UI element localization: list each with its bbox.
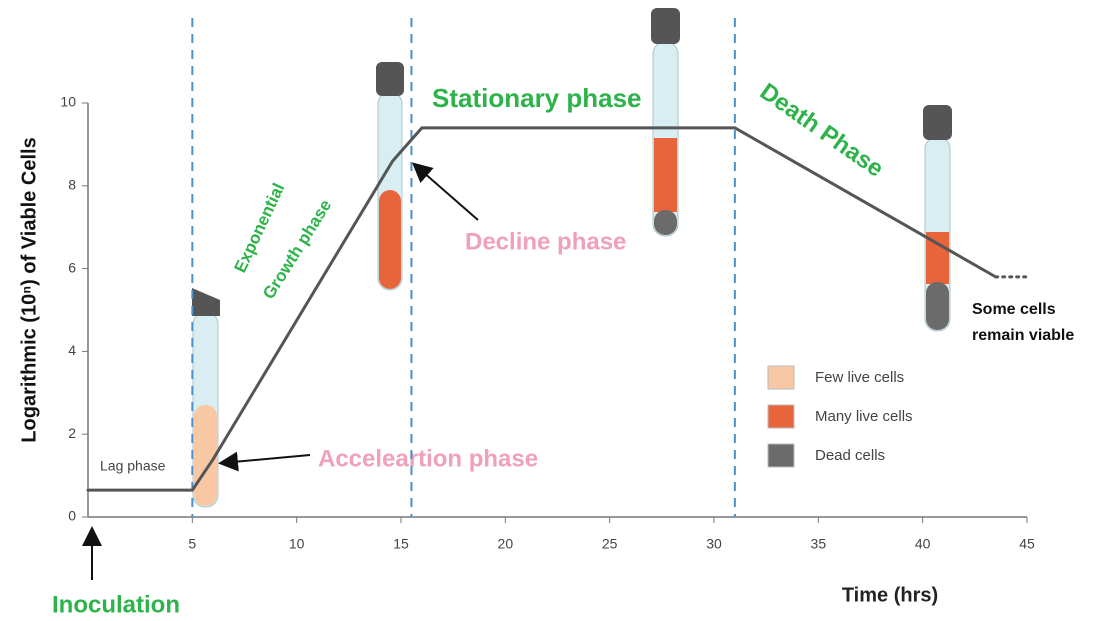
x-tick-label: 45 (1019, 536, 1035, 552)
growth-curve (88, 128, 996, 490)
y-tick-label: 8 (68, 177, 76, 193)
note: remain viable (972, 327, 1074, 344)
legend: Few live cells Many live cells Dead cells (768, 366, 913, 467)
x-tick-label: 30 (706, 536, 722, 552)
x-tick-label: 20 (498, 536, 514, 552)
legend-label: Many live cells (815, 408, 913, 425)
y-tick-label: 2 (68, 425, 76, 441)
legend-swatch (768, 405, 794, 428)
y-tick-label: 4 (68, 342, 76, 358)
legend-label: Few live cells (815, 369, 904, 386)
test-tube (376, 62, 404, 290)
lag-label: Lag phase (100, 458, 166, 474)
legend-label: Dead cells (815, 447, 885, 464)
chart: Logarithmic (10ⁿ) of Viable Cells Time (… (0, 0, 1112, 621)
arrow (222, 455, 310, 463)
x-tick-label: 35 (811, 536, 827, 552)
legend-swatch (768, 444, 794, 467)
x-tick-label: 25 (602, 536, 618, 552)
note: Some cells (972, 301, 1056, 318)
x-axis-title: Time (hrs) (842, 584, 938, 606)
inoculation-label: Inoculation (52, 591, 180, 618)
arrow (415, 165, 478, 220)
test-tube (923, 105, 952, 331)
y-tick-label: 6 (68, 259, 76, 275)
phase-label: Death Phase (755, 78, 888, 183)
phase-label: Decline phase (465, 228, 626, 255)
x-tick-label: 5 (188, 536, 196, 552)
test-tube (192, 288, 220, 507)
phase-label: Acceleartion phase (318, 445, 538, 472)
test-tube (651, 8, 680, 236)
x-tick-label: 15 (393, 536, 409, 552)
legend-swatch (768, 366, 794, 389)
x-tick-label: 10 (289, 536, 305, 552)
y-tick-label: 0 (68, 508, 76, 524)
y-axis-title: Logarithmic (10ⁿ) of Viable Cells (18, 137, 40, 442)
phase-label: Stationary phase (432, 83, 642, 113)
y-tick-label: 10 (60, 94, 76, 110)
x-tick-label: 40 (915, 536, 931, 552)
